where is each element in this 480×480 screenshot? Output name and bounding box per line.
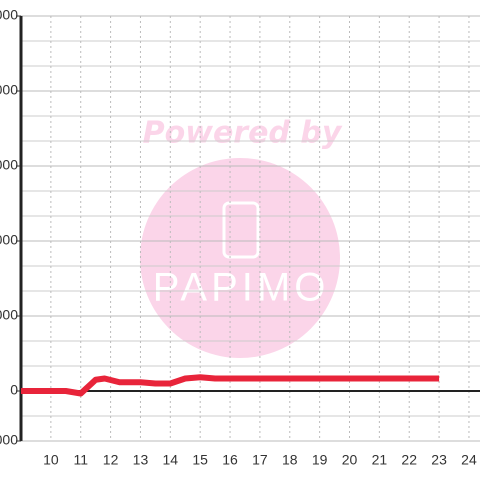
- y-tick-label: 30,000: [0, 307, 18, 323]
- y-tick-label: -20,000: [0, 432, 18, 448]
- x-tick-label: 23: [431, 452, 447, 468]
- x-tick-label: 13: [133, 452, 149, 468]
- y-tick-label: 0: [10, 382, 18, 398]
- x-tick-label: 11: [73, 452, 88, 468]
- y-tick-label: 150,000: [0, 7, 18, 23]
- x-tick-label: 16: [222, 452, 238, 468]
- x-tick-label: 20: [342, 452, 358, 468]
- x-tick-label: 10: [43, 452, 59, 468]
- x-tick-label: 15: [192, 452, 208, 468]
- x-tick-label: 22: [401, 452, 417, 468]
- y-tick-label: 120,000: [0, 82, 18, 98]
- y-tick-label: 90,000: [0, 157, 18, 173]
- x-tick-label: 24: [461, 452, 477, 468]
- watermark-logo: PAPIMO: [153, 266, 330, 310]
- y-tick-label: 60,000: [0, 232, 18, 248]
- x-tick-label: 21: [372, 452, 388, 468]
- watermark-text: Powered by: [143, 116, 343, 151]
- x-tick-label: 14: [163, 452, 179, 468]
- x-tick-label: 18: [282, 452, 298, 468]
- data-line: [21, 374, 440, 397]
- x-tick-label: 17: [252, 452, 268, 468]
- x-tick-label: 19: [312, 452, 328, 468]
- x-tick-label: 12: [103, 452, 119, 468]
- watermark-icon: [222, 201, 260, 259]
